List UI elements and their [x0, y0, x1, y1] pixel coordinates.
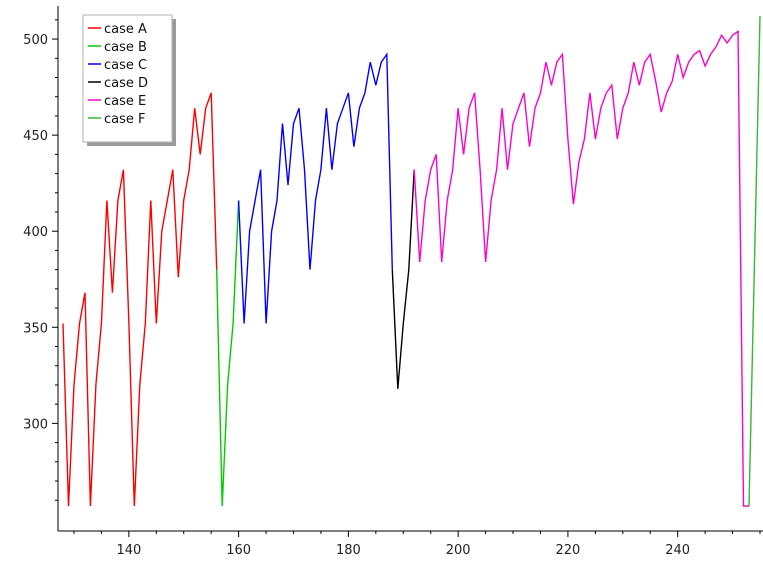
y-ticks: 300 350 400 450 500 [23, 19, 58, 501]
legend-box [82, 14, 173, 143]
series-line-case-b [216, 200, 240, 507]
x-tick-label: 240 [665, 543, 690, 558]
x-tick-label: 180 [336, 543, 361, 558]
legend-label: case A [104, 22, 147, 37]
series-line-case-c [237, 52, 393, 324]
axes: 140 160 180 200 220 240 300 350 400 450 500 [23, 6, 763, 558]
legend-items: case A case B case C case D case E case F [88, 22, 148, 127]
legend-label: case D [104, 76, 148, 91]
legend-label: case F [104, 112, 146, 127]
x-tick-label: 160 [226, 543, 251, 558]
x-tick-label: 200 [446, 543, 471, 558]
y-tick-label: 300 [23, 417, 48, 432]
series-line-case-f [748, 15, 761, 507]
y-tick-label: 350 [23, 321, 48, 336]
series-line-case-e [413, 30, 749, 507]
y-tick-label: 450 [23, 129, 48, 144]
series-line-case-d [391, 169, 415, 389]
x-ticks: 140 160 180 200 220 240 [73, 531, 761, 558]
legend-label: case C [104, 58, 147, 73]
x-tick-label: 140 [116, 543, 141, 558]
legend-label: case E [104, 94, 146, 109]
series-line-case-a [62, 92, 218, 507]
y-tick-label: 500 [23, 33, 48, 48]
y-tick-label: 400 [23, 225, 48, 240]
x-tick-label: 220 [555, 543, 580, 558]
series-layer [62, 15, 761, 507]
legend-label: case B [104, 40, 147, 55]
legend: case A case B case C case D case E case F [82, 14, 176, 146]
